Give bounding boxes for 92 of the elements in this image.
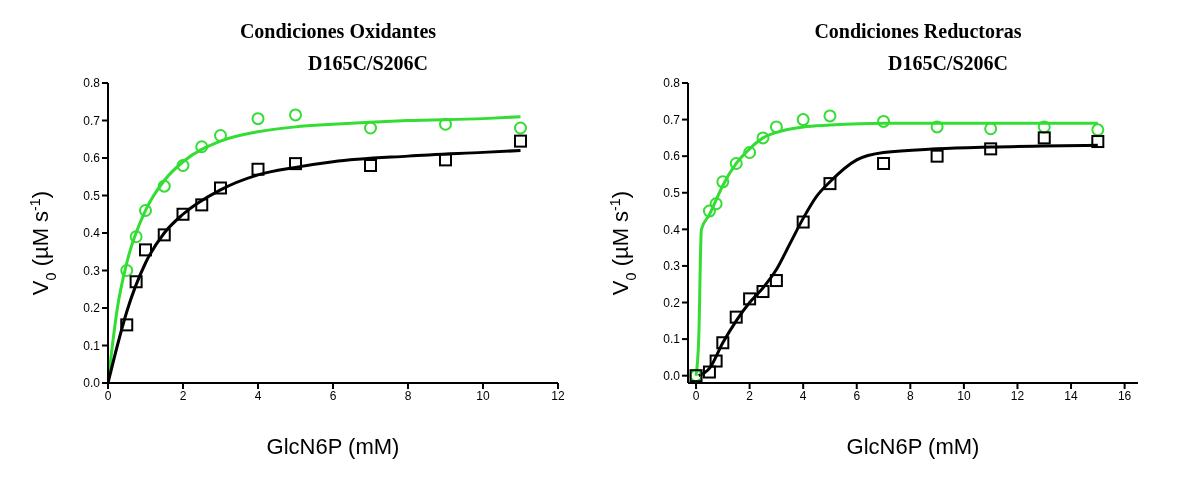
x-axis-title: GlcN6P (mM) (266, 433, 400, 459)
point (439, 117, 452, 131)
y-tick-label: 0.6 (83, 151, 101, 166)
point (129, 230, 143, 244)
x-tick-label: 6 (853, 388, 861, 403)
y-tick-label: 0.7 (663, 112, 681, 127)
y-tick-label: 0.0 (663, 368, 681, 383)
x-tick-label: 16 (1117, 388, 1132, 403)
point (195, 140, 209, 154)
point (930, 149, 944, 163)
point (709, 354, 723, 368)
y-tick-label: 0.3 (663, 259, 681, 274)
point (877, 156, 891, 170)
chart-title: Condiciones Oxidantes (239, 20, 437, 42)
point (877, 114, 891, 128)
point (769, 274, 783, 288)
point (157, 228, 171, 242)
x-tick-label: 2 (746, 388, 754, 403)
point (157, 179, 171, 193)
point (984, 142, 998, 156)
y-tick-label: 0.0 (83, 376, 101, 391)
point (984, 122, 998, 136)
point (514, 134, 527, 148)
point (289, 108, 302, 122)
x-tick-label: 0 (692, 388, 700, 403)
point (1091, 135, 1105, 149)
y-tick-label: 0.8 (83, 76, 101, 91)
point (716, 336, 730, 350)
x-tick-label: 4 (799, 388, 807, 403)
point (120, 264, 134, 277)
y-tick-label: 0.5 (663, 186, 681, 201)
point (514, 121, 527, 135)
point (289, 157, 302, 171)
y-tick-label: 0.7 (83, 113, 101, 128)
x-tick-label: 2 (179, 388, 187, 403)
y-tick-label: 0.1 (83, 338, 101, 353)
point (930, 120, 944, 134)
x-axis-title: GlcN6P (mM) (846, 433, 980, 459)
point (1091, 123, 1105, 137)
chart-subtitle: D165C/S206C (887, 52, 1009, 74)
y-tick-label: 0.2 (663, 295, 681, 310)
point (729, 310, 743, 324)
point (796, 113, 810, 127)
point (139, 243, 152, 257)
point (364, 159, 377, 172)
y-tick-label: 0.5 (83, 188, 101, 203)
point (439, 153, 452, 167)
point (702, 365, 716, 379)
point (823, 177, 837, 191)
point (214, 181, 227, 195)
point (129, 275, 143, 289)
x-tick-label: 12 (551, 388, 565, 403)
point (1037, 131, 1051, 145)
point (176, 207, 190, 221)
y-tick-label: 0.4 (663, 222, 681, 237)
y-tick-label: 0.3 (83, 263, 101, 278)
y-tick-label: 0.1 (663, 332, 681, 347)
point (364, 121, 377, 135)
chart-title: Condiciones Reductoras (814, 20, 1022, 42)
y-tick-label: 0.8 (663, 76, 681, 91)
point (214, 129, 227, 142)
x-tick-label: 14 (1064, 388, 1079, 403)
point (195, 198, 209, 212)
point (139, 204, 152, 217)
point (769, 120, 783, 134)
point (251, 162, 265, 176)
y-tick-label: 0.6 (663, 149, 681, 164)
point (709, 197, 723, 211)
point (796, 215, 810, 229)
point (743, 146, 757, 160)
point (1037, 120, 1051, 134)
x-tick-label: 12 (1010, 388, 1025, 403)
point (251, 112, 265, 126)
x-tick-label: 8 (906, 388, 914, 403)
point (702, 204, 716, 218)
point (729, 156, 743, 170)
x-tick-label: 6 (329, 388, 337, 403)
chart-subtitle: D165C/S206C (307, 52, 429, 74)
point (823, 109, 837, 123)
point (756, 131, 770, 145)
point (176, 159, 190, 172)
point (743, 292, 757, 306)
point (120, 318, 134, 332)
x-tick-label: 0 (104, 388, 112, 403)
x-tick-label: 4 (254, 388, 262, 403)
x-tick-label: 8 (404, 388, 412, 403)
point (716, 175, 730, 189)
x-tick-label: 10 (476, 388, 490, 403)
x-tick-label: 10 (957, 388, 971, 403)
y-tick-label: 0.4 (83, 226, 101, 241)
y-tick-label: 0.2 (83, 301, 101, 316)
point (756, 285, 770, 299)
